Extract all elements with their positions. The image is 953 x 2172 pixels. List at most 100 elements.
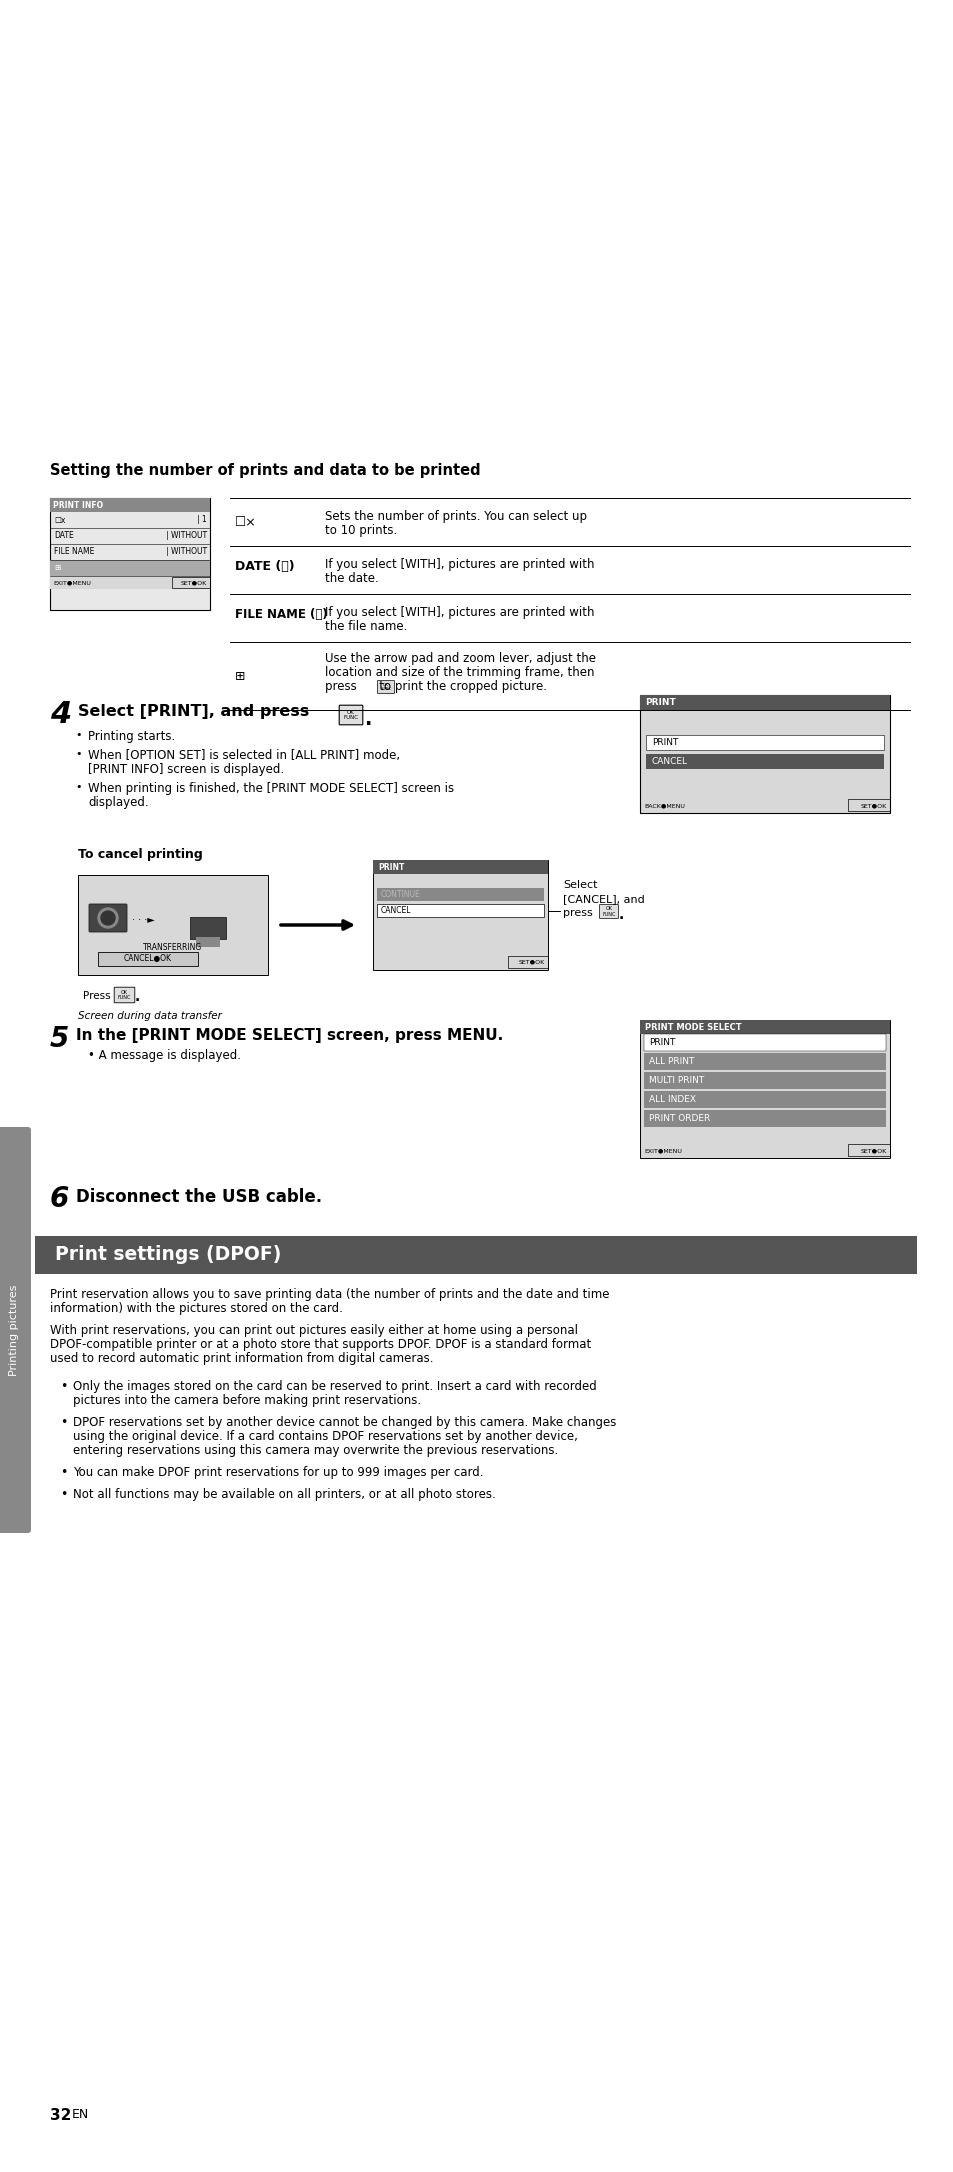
Text: Disconnect the USB cable.: Disconnect the USB cable. — [76, 1188, 322, 1205]
FancyBboxPatch shape — [598, 904, 618, 919]
Text: MULTI PRINT: MULTI PRINT — [648, 1075, 703, 1086]
FancyBboxPatch shape — [190, 917, 226, 938]
Text: to 10 prints.: to 10 prints. — [325, 523, 396, 536]
Text: When [OPTION SET] is selected in [ALL PRINT] mode,: When [OPTION SET] is selected in [ALL PR… — [88, 749, 399, 762]
Text: If you select [WITH], pictures are printed with: If you select [WITH], pictures are print… — [325, 558, 594, 571]
Text: OK
FUNC: OK FUNC — [601, 906, 615, 917]
Text: •: • — [60, 1466, 68, 1479]
Text: Not all functions may be available on all printers, or at all photo stores.: Not all functions may be available on al… — [73, 1488, 496, 1501]
Text: BACK●MENU: BACK●MENU — [643, 804, 684, 808]
Text: CANCEL: CANCEL — [651, 758, 687, 767]
Text: ALL INDEX: ALL INDEX — [648, 1095, 696, 1103]
Text: Select: Select — [562, 880, 597, 891]
Text: ☐x: ☐x — [54, 515, 66, 523]
Text: If you select [WITH], pictures are printed with: If you select [WITH], pictures are print… — [325, 606, 594, 619]
FancyBboxPatch shape — [639, 695, 889, 812]
Text: .: . — [365, 710, 372, 730]
FancyBboxPatch shape — [645, 754, 883, 769]
Text: location and size of the trimming frame, then: location and size of the trimming frame,… — [325, 667, 594, 680]
FancyBboxPatch shape — [643, 1034, 885, 1051]
Text: SET●OK: SET●OK — [860, 1149, 886, 1153]
Text: DATE (⌚): DATE (⌚) — [234, 560, 294, 573]
FancyBboxPatch shape — [643, 1110, 885, 1127]
Text: PRINT INFO: PRINT INFO — [53, 500, 103, 510]
Text: CANCEL: CANCEL — [380, 906, 411, 914]
FancyBboxPatch shape — [114, 988, 134, 1003]
Text: 32: 32 — [50, 2109, 71, 2122]
FancyBboxPatch shape — [339, 706, 362, 725]
Text: press      to print the cropped picture.: press to print the cropped picture. — [325, 680, 546, 693]
Text: ☐×: ☐× — [234, 515, 256, 528]
FancyBboxPatch shape — [50, 576, 210, 589]
Text: FILE NAME (⎕): FILE NAME (⎕) — [234, 608, 328, 621]
Text: the file name.: the file name. — [325, 619, 407, 632]
Text: Sets the number of prints. You can select up: Sets the number of prints. You can selec… — [325, 510, 586, 523]
Text: Screen during data transfer: Screen during data transfer — [78, 1010, 222, 1021]
FancyBboxPatch shape — [50, 497, 210, 513]
Text: [PRINT INFO] screen is displayed.: [PRINT INFO] screen is displayed. — [88, 762, 284, 775]
Text: CONTINUE: CONTINUE — [380, 891, 420, 899]
Text: •: • — [75, 782, 81, 793]
Text: To cancel printing: To cancel printing — [78, 847, 203, 860]
Text: OK
FUNC: OK FUNC — [343, 710, 358, 721]
Text: .: . — [618, 908, 623, 921]
FancyBboxPatch shape — [35, 1236, 916, 1275]
Text: You can make DPOF print reservations for up to 999 images per card.: You can make DPOF print reservations for… — [73, 1466, 483, 1479]
Text: OK
FUNC: OK FUNC — [117, 990, 131, 999]
Text: EXIT●MENU: EXIT●MENU — [53, 580, 91, 584]
FancyBboxPatch shape — [50, 497, 210, 610]
FancyBboxPatch shape — [643, 1073, 885, 1088]
Text: In the [PRINT MODE SELECT] screen, press MENU.: In the [PRINT MODE SELECT] screen, press… — [76, 1027, 503, 1043]
Text: DPOF-compatible printer or at a photo store that supports DPOF. DPOF is a standa: DPOF-compatible printer or at a photo st… — [50, 1338, 591, 1351]
Text: | 1: | 1 — [197, 515, 207, 523]
FancyBboxPatch shape — [645, 734, 883, 749]
Text: FILE NAME: FILE NAME — [54, 547, 94, 556]
Text: used to record automatic print information from digital cameras.: used to record automatic print informati… — [50, 1351, 433, 1364]
Text: EXIT●MENU: EXIT●MENU — [643, 1149, 681, 1153]
FancyBboxPatch shape — [376, 888, 543, 901]
Text: •: • — [60, 1488, 68, 1501]
Text: Printing starts.: Printing starts. — [88, 730, 175, 743]
Text: •: • — [60, 1379, 68, 1392]
FancyBboxPatch shape — [373, 860, 547, 971]
FancyBboxPatch shape — [643, 1053, 885, 1071]
Circle shape — [101, 910, 115, 925]
Text: PRINT MODE SELECT: PRINT MODE SELECT — [644, 1023, 740, 1032]
Text: [CANCEL], and: [CANCEL], and — [562, 895, 644, 904]
Text: SET●OK: SET●OK — [518, 960, 544, 964]
FancyBboxPatch shape — [89, 904, 127, 932]
Text: 5: 5 — [50, 1025, 70, 1053]
FancyBboxPatch shape — [643, 1090, 885, 1108]
Text: Print reservation allows you to save printing data (the number of prints and the: Print reservation allows you to save pri… — [50, 1288, 609, 1301]
FancyBboxPatch shape — [639, 695, 889, 710]
Text: SET●OK: SET●OK — [860, 804, 886, 808]
Text: Only the images stored on the card can be reserved to print. Insert a card with : Only the images stored on the card can b… — [73, 1379, 597, 1392]
Text: displayed.: displayed. — [88, 795, 149, 808]
FancyBboxPatch shape — [376, 904, 543, 917]
FancyBboxPatch shape — [78, 875, 268, 975]
FancyBboxPatch shape — [373, 860, 547, 873]
Text: ALL PRINT: ALL PRINT — [648, 1058, 694, 1066]
Text: Use the arrow pad and zoom lever, adjust the: Use the arrow pad and zoom lever, adjust… — [325, 652, 596, 665]
Text: pictures into the camera before making print reservations.: pictures into the camera before making p… — [73, 1394, 420, 1407]
Text: entering reservations using this camera may overwrite the previous reservations.: entering reservations using this camera … — [73, 1444, 558, 1457]
FancyBboxPatch shape — [639, 1021, 889, 1034]
Text: press: press — [562, 908, 592, 919]
Text: ⊞: ⊞ — [54, 563, 60, 573]
Text: •: • — [75, 749, 81, 758]
Text: 6: 6 — [50, 1186, 70, 1212]
Text: •: • — [60, 1416, 68, 1429]
Text: CANCEL●OK: CANCEL●OK — [124, 954, 172, 964]
Text: | WITHOUT: | WITHOUT — [166, 547, 207, 556]
Text: PRINT: PRINT — [648, 1038, 675, 1047]
FancyBboxPatch shape — [98, 951, 198, 967]
Text: When printing is finished, the [PRINT MODE SELECT] screen is: When printing is finished, the [PRINT MO… — [88, 782, 454, 795]
Text: information) with the pictures stored on the card.: information) with the pictures stored on… — [50, 1301, 342, 1314]
Text: EN: EN — [71, 2109, 90, 2122]
Text: .: . — [135, 990, 140, 1003]
FancyBboxPatch shape — [639, 1021, 889, 1158]
Text: OK
FUNC: OK FUNC — [380, 682, 392, 691]
Text: Press: Press — [83, 990, 111, 1001]
FancyBboxPatch shape — [377, 680, 395, 693]
FancyBboxPatch shape — [0, 1127, 30, 1533]
